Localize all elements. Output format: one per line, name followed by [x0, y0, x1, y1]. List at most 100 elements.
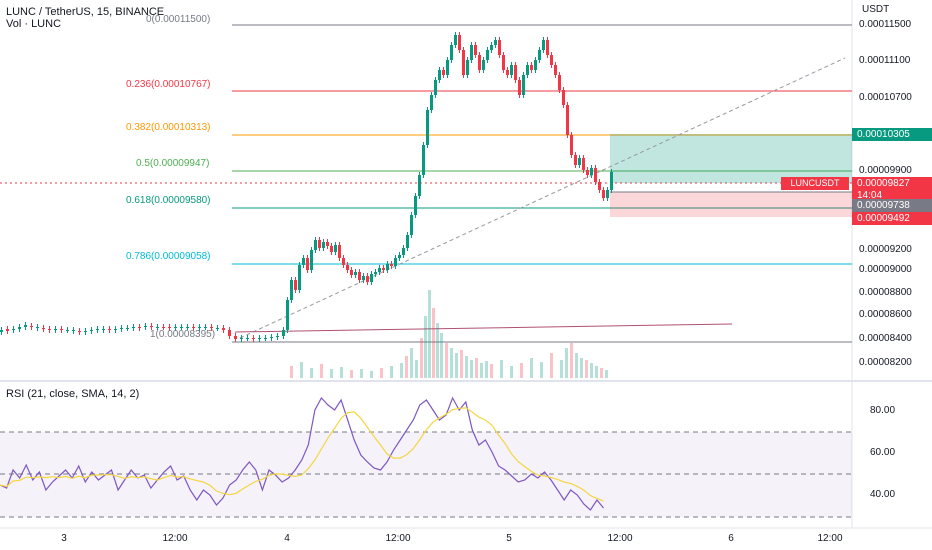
candle-body	[78, 331, 81, 332]
candle-body	[518, 80, 521, 95]
rsi-tick: 40.00	[870, 489, 896, 500]
candle-body	[438, 70, 441, 80]
volume-bar	[490, 364, 493, 378]
price-tick: 0.00010700	[859, 92, 912, 103]
candle-body	[398, 255, 401, 258]
candle-body	[530, 65, 533, 70]
volume-bar	[465, 356, 468, 378]
time-tick: 6	[728, 533, 734, 544]
candle-body	[402, 248, 405, 255]
candle-body	[606, 190, 609, 198]
candle-body	[306, 258, 309, 270]
candle-body	[310, 250, 313, 270]
candle-body	[126, 328, 129, 329]
volume-bar	[575, 353, 578, 378]
candle-body	[222, 328, 225, 330]
candle-body	[490, 45, 493, 50]
trend-line	[234, 323, 733, 333]
candle-body	[578, 158, 581, 165]
volume-bar	[360, 369, 363, 378]
volume-bar	[440, 333, 443, 378]
profit-zone	[610, 134, 852, 183]
target-price-tag: 0.00010305	[852, 128, 932, 141]
volume-bar	[428, 290, 431, 378]
price-tick: 0.00008200	[859, 357, 912, 368]
candle-body	[590, 168, 593, 175]
rsi-tick: 80.00	[870, 405, 896, 416]
price-tick: 0.00009900	[859, 165, 912, 176]
candle-body	[522, 75, 525, 95]
volume-bar	[480, 363, 483, 378]
volume-bar	[330, 369, 333, 378]
time-tick: 12:00	[385, 533, 411, 544]
candle-body	[358, 272, 361, 280]
candle-body	[60, 329, 63, 330]
candle-body	[378, 268, 381, 272]
candle-body	[294, 280, 297, 290]
volume-bar	[585, 360, 588, 378]
volume-indicator-label: Vol · LUNC	[6, 18, 62, 30]
candle-body	[322, 242, 325, 248]
candle-body	[186, 327, 189, 328]
candle-body	[506, 70, 509, 75]
fib-label-1: 1(0.00008395)	[150, 329, 216, 340]
fib-label-05: 0.5(0.00009947)	[136, 158, 210, 169]
candle-body	[102, 329, 105, 330]
candle-body	[96, 329, 99, 330]
volume-bar	[290, 366, 293, 378]
candle-body	[366, 276, 369, 282]
volume-bar	[350, 370, 353, 378]
rsi-ma-line	[0, 407, 604, 502]
candle-body	[602, 190, 605, 198]
candle-body	[270, 337, 273, 338]
fib-label-0382: 0.382(0.00010313)	[126, 122, 211, 133]
candle-body	[354, 272, 357, 275]
candle-body	[442, 70, 445, 75]
candle-body	[570, 135, 573, 155]
volume-bar	[420, 338, 423, 378]
candle-body	[474, 45, 477, 55]
candle-body	[30, 326, 33, 327]
volume-bar	[500, 360, 503, 378]
volume-bar	[370, 371, 373, 378]
volume-bar	[580, 358, 583, 378]
volume-bar	[320, 364, 323, 378]
candle-body	[342, 258, 345, 265]
candle-body	[216, 328, 219, 329]
entry-price-tag: 0.00009738	[852, 199, 932, 212]
volume-bar	[475, 358, 478, 378]
candle-body	[390, 264, 393, 266]
volume-bar	[405, 356, 408, 378]
candle-body	[418, 175, 421, 196]
symbol-tag: LUNCUSDT	[781, 177, 849, 190]
candle-body	[430, 95, 433, 110]
candle-body	[478, 55, 481, 70]
candle-body	[286, 300, 289, 330]
candle-body	[114, 329, 117, 330]
candle-body	[594, 168, 597, 182]
volume-bar	[432, 308, 435, 378]
candle-body	[458, 35, 461, 50]
candle-body	[542, 40, 545, 50]
volume-bar	[310, 368, 313, 378]
candle-body	[406, 235, 409, 248]
candle-body	[156, 327, 159, 328]
candle-body	[204, 327, 207, 328]
volume-bar	[340, 367, 343, 378]
price-tick: 0.00008600	[859, 309, 912, 320]
candle-body	[350, 270, 353, 275]
price-tick: 0.00011100	[859, 55, 911, 66]
candle-body	[446, 60, 449, 75]
candle-body	[370, 274, 373, 282]
candle-body	[574, 155, 577, 165]
candle-body	[550, 55, 553, 65]
time-tick: 12:00	[817, 533, 843, 544]
candle-body	[24, 325, 27, 327]
candle-body	[362, 276, 365, 280]
fib-label-0: 0(0.00011500)	[146, 14, 211, 25]
candle-body	[374, 272, 377, 274]
candle-body	[462, 50, 465, 75]
volume-bar	[400, 363, 403, 378]
